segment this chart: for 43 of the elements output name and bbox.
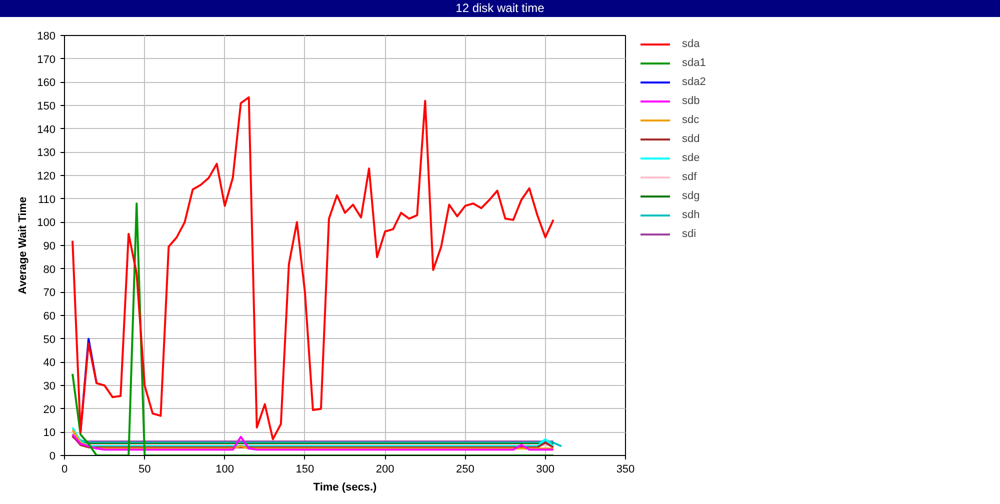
legend-label: sdi	[682, 226, 698, 241]
y-tick-label: 20	[43, 404, 56, 416]
x-tick-label: 50	[138, 464, 151, 476]
x-tick-label: 350	[616, 464, 635, 476]
y-tick-label: 30	[43, 380, 56, 392]
legend-label: sdd	[682, 132, 701, 146]
legend-label: sda1	[682, 56, 706, 70]
y-tick-label: 150	[37, 100, 56, 112]
y-axis-title: Average Wait Time	[17, 196, 30, 294]
x-tick-label: 250	[456, 464, 474, 476]
y-tick-label: 170	[37, 54, 56, 66]
y-tick-label: 90	[43, 240, 56, 252]
legend-label: sdb	[682, 94, 701, 108]
x-tick-label: 0	[61, 464, 68, 476]
y-tick-label: 40	[43, 357, 56, 370]
y-tick-label: 120	[37, 170, 56, 182]
legend-label: sde	[682, 150, 701, 165]
y-tick-label: 180	[37, 30, 56, 42]
line-series	[72, 96, 554, 440]
y-tick-label: 110	[38, 194, 56, 206]
y-tick-label: 70	[43, 287, 56, 300]
legend-label: sdg	[682, 188, 701, 203]
x-tick-label: 150	[296, 464, 314, 476]
x-tick-label: 100	[216, 464, 234, 476]
x-axis-title: Time (secs.)	[313, 482, 378, 494]
legend-label: sda	[682, 36, 701, 51]
legend-label: sdf	[682, 170, 698, 184]
y-tick-label: 10	[43, 427, 56, 440]
legend-label: sdh	[682, 208, 701, 222]
y-tick-label: 80	[43, 264, 56, 276]
y-tick-label: 50	[43, 334, 56, 346]
legend-label: sdc	[682, 112, 700, 127]
y-tick-label: 160	[37, 77, 56, 90]
x-tick-label: 300	[536, 464, 555, 476]
y-tick-label: 140	[37, 124, 56, 136]
y-tick-label: 0	[49, 450, 56, 462]
y-tick-label: 60	[43, 310, 56, 322]
x-tick-label: 200	[376, 464, 394, 476]
y-tick-label: 100	[37, 217, 56, 230]
y-tick-label: 130	[37, 147, 56, 160]
line-series	[72, 202, 554, 456]
chart-title: 12 disk wait time	[456, 0, 544, 17]
legend-label: sda2	[682, 74, 706, 89]
